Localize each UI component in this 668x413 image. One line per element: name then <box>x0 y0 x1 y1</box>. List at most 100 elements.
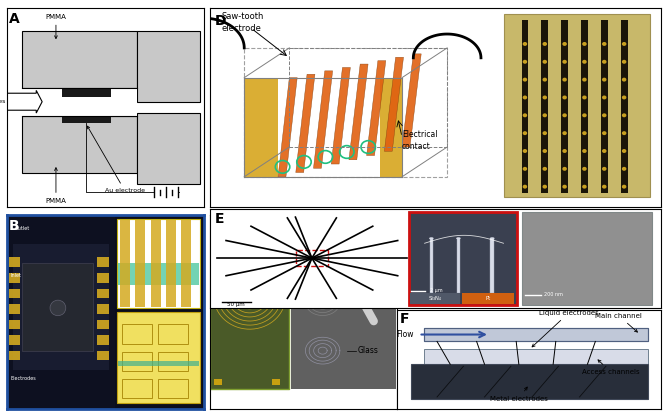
Bar <box>210 225 289 389</box>
Text: Flow: Flow <box>396 330 413 339</box>
Text: F: F <box>400 312 409 326</box>
Circle shape <box>602 167 607 171</box>
Bar <box>561 20 568 192</box>
Bar <box>98 257 109 267</box>
Text: 50 μm: 50 μm <box>228 302 245 307</box>
Bar <box>98 320 109 329</box>
Polygon shape <box>331 67 350 164</box>
Bar <box>621 20 627 192</box>
Polygon shape <box>379 78 402 177</box>
Text: Chrome: Chrome <box>357 298 387 306</box>
Circle shape <box>50 300 66 316</box>
Text: 2 μm: 2 μm <box>430 288 443 293</box>
Text: Inlet: Inlet <box>11 273 21 278</box>
Text: Metal electrodes: Metal electrodes <box>490 387 548 402</box>
Circle shape <box>490 237 494 239</box>
Bar <box>214 379 222 385</box>
Bar <box>541 20 548 192</box>
Circle shape <box>622 95 627 100</box>
Text: D: D <box>215 14 226 28</box>
Text: Gold: Gold <box>357 249 375 258</box>
Text: A: A <box>9 12 19 26</box>
FancyArrow shape <box>7 90 42 113</box>
Polygon shape <box>349 64 368 160</box>
Circle shape <box>602 149 607 153</box>
Text: Pt: Pt <box>485 296 490 301</box>
Circle shape <box>562 113 567 117</box>
Bar <box>62 116 111 123</box>
Bar <box>23 31 137 88</box>
Bar <box>158 379 188 398</box>
Circle shape <box>582 78 587 82</box>
Circle shape <box>542 42 547 46</box>
Bar <box>9 320 21 329</box>
Circle shape <box>582 167 587 171</box>
Circle shape <box>602 185 607 189</box>
Circle shape <box>582 113 587 117</box>
Bar <box>9 351 21 360</box>
Circle shape <box>522 95 527 100</box>
Bar <box>7 215 115 409</box>
Bar <box>158 351 188 371</box>
Polygon shape <box>278 78 297 177</box>
Circle shape <box>542 95 547 100</box>
Circle shape <box>542 185 547 189</box>
Circle shape <box>542 131 547 135</box>
Text: Cell lines: Cell lines <box>0 99 6 104</box>
Circle shape <box>622 60 627 64</box>
Bar <box>424 328 648 342</box>
Circle shape <box>622 113 627 117</box>
Circle shape <box>622 131 627 135</box>
Circle shape <box>522 167 527 171</box>
Bar <box>166 220 176 307</box>
Circle shape <box>542 78 547 82</box>
Bar <box>504 14 650 197</box>
Circle shape <box>582 42 587 46</box>
Circle shape <box>562 185 567 189</box>
Bar <box>581 20 588 192</box>
Circle shape <box>622 185 627 189</box>
Circle shape <box>602 60 607 64</box>
Circle shape <box>542 60 547 64</box>
Bar <box>522 20 528 192</box>
Text: Electrodes: Electrodes <box>11 376 36 381</box>
Circle shape <box>456 237 461 239</box>
Circle shape <box>522 42 527 46</box>
Bar <box>291 225 395 389</box>
Bar <box>98 351 109 360</box>
Bar <box>118 361 199 366</box>
Polygon shape <box>384 57 403 151</box>
Text: Saw-tooth: Saw-tooth <box>222 12 264 21</box>
Circle shape <box>522 113 527 117</box>
Circle shape <box>522 131 527 135</box>
Bar <box>117 218 200 308</box>
Bar <box>9 335 21 345</box>
Text: 200 nm: 200 nm <box>544 292 563 297</box>
Bar <box>430 238 433 293</box>
Text: E: E <box>215 211 224 225</box>
Bar <box>410 293 460 304</box>
Bar <box>522 211 653 305</box>
Bar <box>151 220 160 307</box>
Polygon shape <box>313 71 333 168</box>
Bar <box>158 325 188 344</box>
Text: PMMA: PMMA <box>45 168 66 204</box>
Circle shape <box>602 42 607 46</box>
Bar <box>424 328 648 342</box>
Text: electrode: electrode <box>222 24 262 33</box>
Text: Electrical: Electrical <box>402 130 438 139</box>
Bar <box>23 116 137 173</box>
Circle shape <box>622 149 627 153</box>
Circle shape <box>622 78 627 82</box>
Bar <box>137 31 200 102</box>
Circle shape <box>602 95 607 100</box>
Bar <box>98 304 109 314</box>
Bar <box>182 220 191 307</box>
Polygon shape <box>296 74 315 173</box>
Bar <box>272 228 280 233</box>
Circle shape <box>562 42 567 46</box>
Bar <box>98 289 109 298</box>
Bar <box>9 257 21 267</box>
Bar <box>120 220 130 307</box>
Bar <box>296 250 328 266</box>
